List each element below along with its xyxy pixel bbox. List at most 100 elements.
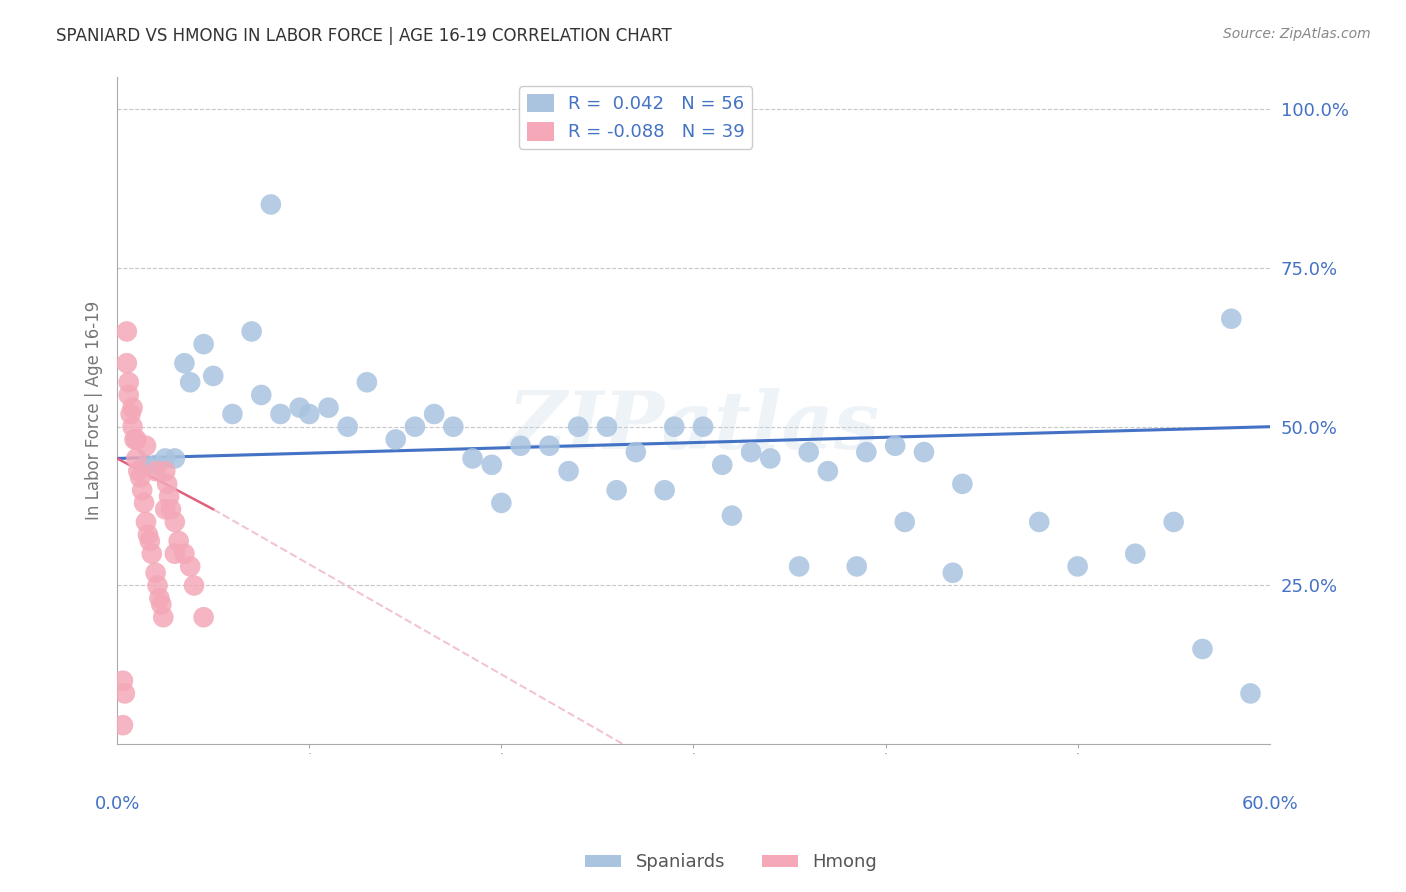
Point: [163, 515, 186, 529]
Point: [120, 407, 142, 421]
Point: [845, 559, 868, 574]
Point: [817, 464, 839, 478]
Point: [1066, 559, 1088, 574]
Point: [912, 445, 935, 459]
Point: [115, 356, 138, 370]
Point: [1028, 515, 1050, 529]
Point: [250, 388, 273, 402]
Text: ZIPatlas: ZIPatlas: [508, 388, 880, 466]
Point: [118, 388, 141, 402]
Text: SPANIARD VS HMONG IN LABOR FORCE | AGE 16-19 CORRELATION CHART: SPANIARD VS HMONG IN LABOR FORCE | AGE 1…: [56, 27, 672, 45]
Point: [461, 451, 484, 466]
Point: [221, 407, 243, 421]
Point: [942, 566, 965, 580]
Point: [150, 598, 173, 612]
Point: [481, 458, 503, 472]
Point: [740, 445, 762, 459]
Y-axis label: In Labor Force | Age 16-19: In Labor Force | Age 16-19: [86, 301, 103, 520]
Point: [121, 419, 143, 434]
Point: [269, 407, 291, 421]
Point: [179, 376, 201, 390]
Point: [318, 401, 340, 415]
Point: [260, 197, 283, 211]
Point: [423, 407, 446, 421]
Point: [160, 502, 183, 516]
Point: [336, 419, 359, 434]
Point: [1163, 515, 1185, 529]
Point: [596, 419, 619, 434]
Point: [884, 439, 907, 453]
Point: [163, 547, 186, 561]
Text: 60.0%: 60.0%: [1241, 795, 1298, 813]
Point: [145, 566, 167, 580]
Point: [606, 483, 628, 498]
Point: [132, 496, 155, 510]
Point: [298, 407, 321, 421]
Point: [173, 547, 195, 561]
Point: [692, 419, 714, 434]
Point: [146, 578, 169, 592]
Point: [141, 547, 163, 561]
Point: [145, 464, 167, 478]
Point: [193, 610, 215, 624]
Point: [136, 527, 159, 541]
Point: [787, 559, 810, 574]
Point: [950, 476, 973, 491]
Point: [145, 458, 167, 472]
Point: [111, 673, 134, 688]
Point: [179, 559, 201, 574]
Point: [288, 401, 311, 415]
Point: [855, 445, 877, 459]
Point: [404, 419, 426, 434]
Point: [155, 451, 177, 466]
Point: [121, 401, 143, 415]
Legend: Spaniards, Hmong: Spaniards, Hmong: [578, 847, 884, 879]
Point: [759, 451, 782, 466]
Point: [557, 464, 579, 478]
Point: [893, 515, 915, 529]
Point: [115, 325, 138, 339]
Text: 0.0%: 0.0%: [94, 795, 139, 813]
Point: [129, 470, 152, 484]
Point: [148, 591, 170, 606]
Point: [118, 376, 141, 390]
Point: [664, 419, 686, 434]
Text: Source: ZipAtlas.com: Source: ZipAtlas.com: [1223, 27, 1371, 41]
Point: [156, 476, 179, 491]
Point: [135, 439, 157, 453]
Point: [163, 451, 186, 466]
Point: [1191, 642, 1213, 657]
Point: [567, 419, 589, 434]
Point: [1123, 547, 1146, 561]
Point: [240, 325, 263, 339]
Point: [509, 439, 531, 453]
Point: [155, 502, 177, 516]
Point: [135, 458, 157, 472]
Point: [356, 376, 378, 390]
Point: [167, 534, 190, 549]
Point: [124, 433, 146, 447]
Point: [624, 445, 647, 459]
Point: [797, 445, 820, 459]
Point: [114, 686, 136, 700]
Point: [152, 610, 174, 624]
Point: [139, 534, 162, 549]
Point: [111, 718, 134, 732]
Point: [157, 490, 180, 504]
Legend: R =  0.042   N = 56, R = -0.088   N = 39: R = 0.042 N = 56, R = -0.088 N = 39: [519, 87, 752, 149]
Point: [491, 496, 513, 510]
Point: [173, 356, 195, 370]
Point: [441, 419, 464, 434]
Point: [155, 464, 177, 478]
Point: [127, 464, 149, 478]
Point: [202, 368, 225, 383]
Point: [538, 439, 561, 453]
Point: [125, 451, 148, 466]
Point: [384, 433, 406, 447]
Point: [193, 337, 215, 351]
Point: [1239, 686, 1261, 700]
Point: [721, 508, 744, 523]
Point: [711, 458, 734, 472]
Point: [654, 483, 676, 498]
Point: [183, 578, 205, 592]
